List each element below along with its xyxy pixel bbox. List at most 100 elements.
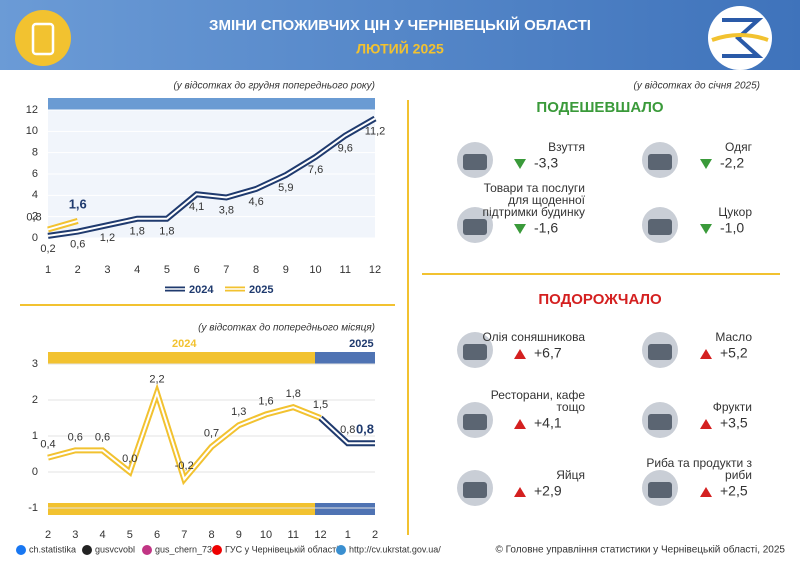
item-name-line: Фрукти xyxy=(713,400,752,414)
data-label: 5,9 xyxy=(278,182,293,194)
item-name: Олія соняшникова xyxy=(482,330,585,344)
item-name-line: Взуття xyxy=(548,140,585,154)
item-name-line: Одяг xyxy=(725,140,753,154)
item-name: Масло xyxy=(715,330,752,344)
trend-arrow xyxy=(514,349,526,359)
item-icon xyxy=(648,344,672,360)
y-tick-label: 2 xyxy=(32,211,38,223)
footer-link: ch.statistika xyxy=(29,544,76,554)
trend-arrow xyxy=(700,349,712,359)
y-tick-label: 2 xyxy=(32,394,38,406)
item-value: +4,1 xyxy=(534,415,562,431)
data-label: 4,6 xyxy=(248,196,263,208)
item-name: Одяг xyxy=(725,140,753,154)
x-tick-label: 10 xyxy=(309,264,321,276)
y-tick-label: 8 xyxy=(32,147,38,159)
series-line xyxy=(47,219,79,231)
data-label: 11,2 xyxy=(365,125,386,137)
item-name-line: підтримки будинку xyxy=(482,205,585,219)
trend-arrow xyxy=(700,224,712,234)
subtitle: ЛЮТИЙ 2025 xyxy=(356,40,444,57)
item-icon xyxy=(648,414,672,430)
chart-subtitle: (у відсотках до грудня попереднього року… xyxy=(173,81,375,92)
item-value: -1,6 xyxy=(534,220,558,236)
item-icon xyxy=(463,219,487,235)
item-icon xyxy=(463,414,487,430)
data-label: 0,6 xyxy=(95,431,110,443)
band xyxy=(48,98,375,110)
title: ЗМІНИ СПОЖИВЧИХ ЦІН У ЧЕРНІВЕЦЬКІЙ ОБЛАС… xyxy=(209,16,591,34)
social-icon xyxy=(82,545,92,555)
y-tick-label: 3 xyxy=(32,358,38,370)
legend-label: 2024 xyxy=(189,284,214,296)
note: (у відсотках до січня 2025) xyxy=(634,81,761,92)
x-tick-label: 10 xyxy=(260,529,272,541)
y-tick-label: 0 xyxy=(32,466,38,478)
item-value: -3,3 xyxy=(534,155,558,171)
data-label: 3,8 xyxy=(219,204,234,216)
chart-subtitle: (у відсотках до попереднього місяця) xyxy=(198,323,375,334)
item-name-line: Товари та послуги xyxy=(484,181,585,195)
data-label: 0,8 xyxy=(356,422,374,437)
item-name-line: Олія соняшникова xyxy=(482,330,585,344)
x-tick-label: 2 xyxy=(75,264,81,276)
y-tick-label: 0 xyxy=(32,232,38,244)
item-name-line: для щоденної xyxy=(508,193,586,207)
data-label: 2,2 xyxy=(149,374,164,386)
x-tick-label: 7 xyxy=(223,264,229,276)
header-band xyxy=(0,0,800,70)
item-icon xyxy=(463,482,487,498)
item-name-line: Цукор xyxy=(718,205,752,219)
series-line xyxy=(47,117,376,237)
social-icon xyxy=(212,545,222,555)
x-tick-label: 9 xyxy=(283,264,289,276)
band xyxy=(315,352,375,364)
item-name: Риба та продукти з риби xyxy=(646,456,752,482)
x-tick-label: 2 xyxy=(45,529,51,541)
data-label: 1,2 xyxy=(100,232,115,244)
social-icon xyxy=(142,545,152,555)
series-line xyxy=(47,389,321,482)
item-value: +3,5 xyxy=(720,415,748,431)
data-label: 0,4 xyxy=(40,439,55,451)
x-tick-label: 1 xyxy=(345,529,351,541)
data-label: 0,8 xyxy=(26,211,41,223)
section-title: ПОДЕШЕВШАЛО xyxy=(536,99,663,116)
trend-arrow xyxy=(700,487,712,497)
section-title: ПОДОРОЖЧАЛО xyxy=(538,291,662,308)
tag-icon xyxy=(31,22,55,56)
band xyxy=(315,503,375,515)
x-tick-label: 1 xyxy=(45,264,51,276)
item-value: -1,0 xyxy=(720,220,744,236)
item-value: +2,5 xyxy=(720,483,748,499)
logo-swoosh xyxy=(711,33,769,42)
data-label: 1,6 xyxy=(258,395,273,407)
band xyxy=(48,503,315,515)
item-name-line: тощо xyxy=(557,400,586,414)
item-icon xyxy=(648,219,672,235)
item-value: -2,2 xyxy=(720,155,744,171)
data-label: 1,3 xyxy=(231,406,246,418)
item-name-line: Яйця xyxy=(556,468,585,482)
x-tick-label: 3 xyxy=(104,264,110,276)
data-label: 1,6 xyxy=(69,196,87,211)
trend-arrow xyxy=(514,224,526,234)
item-name-line: Масло xyxy=(715,330,752,344)
data-label: 0,7 xyxy=(204,428,219,440)
legend-label: 2025 xyxy=(249,284,273,296)
y-tick-label: 10 xyxy=(26,125,38,137)
trend-arrow xyxy=(514,419,526,429)
copyright: © Головне управління статистики у Чернів… xyxy=(495,544,785,556)
x-tick-label: 8 xyxy=(208,529,214,541)
y-tick-label: 12 xyxy=(26,104,38,116)
data-label: 9,6 xyxy=(338,143,353,155)
item-name: Яйця xyxy=(556,468,585,482)
header-icon xyxy=(15,10,71,66)
item-icon xyxy=(463,154,487,170)
x-tick-label: 6 xyxy=(194,264,200,276)
x-tick-label: 11 xyxy=(288,529,299,541)
data-label: 0,0 xyxy=(122,453,137,465)
x-tick-label: 6 xyxy=(154,529,160,541)
item-name: Товари та послуги для щоденної підтримки б… xyxy=(482,181,585,219)
data-label: 0,8 xyxy=(340,424,355,436)
